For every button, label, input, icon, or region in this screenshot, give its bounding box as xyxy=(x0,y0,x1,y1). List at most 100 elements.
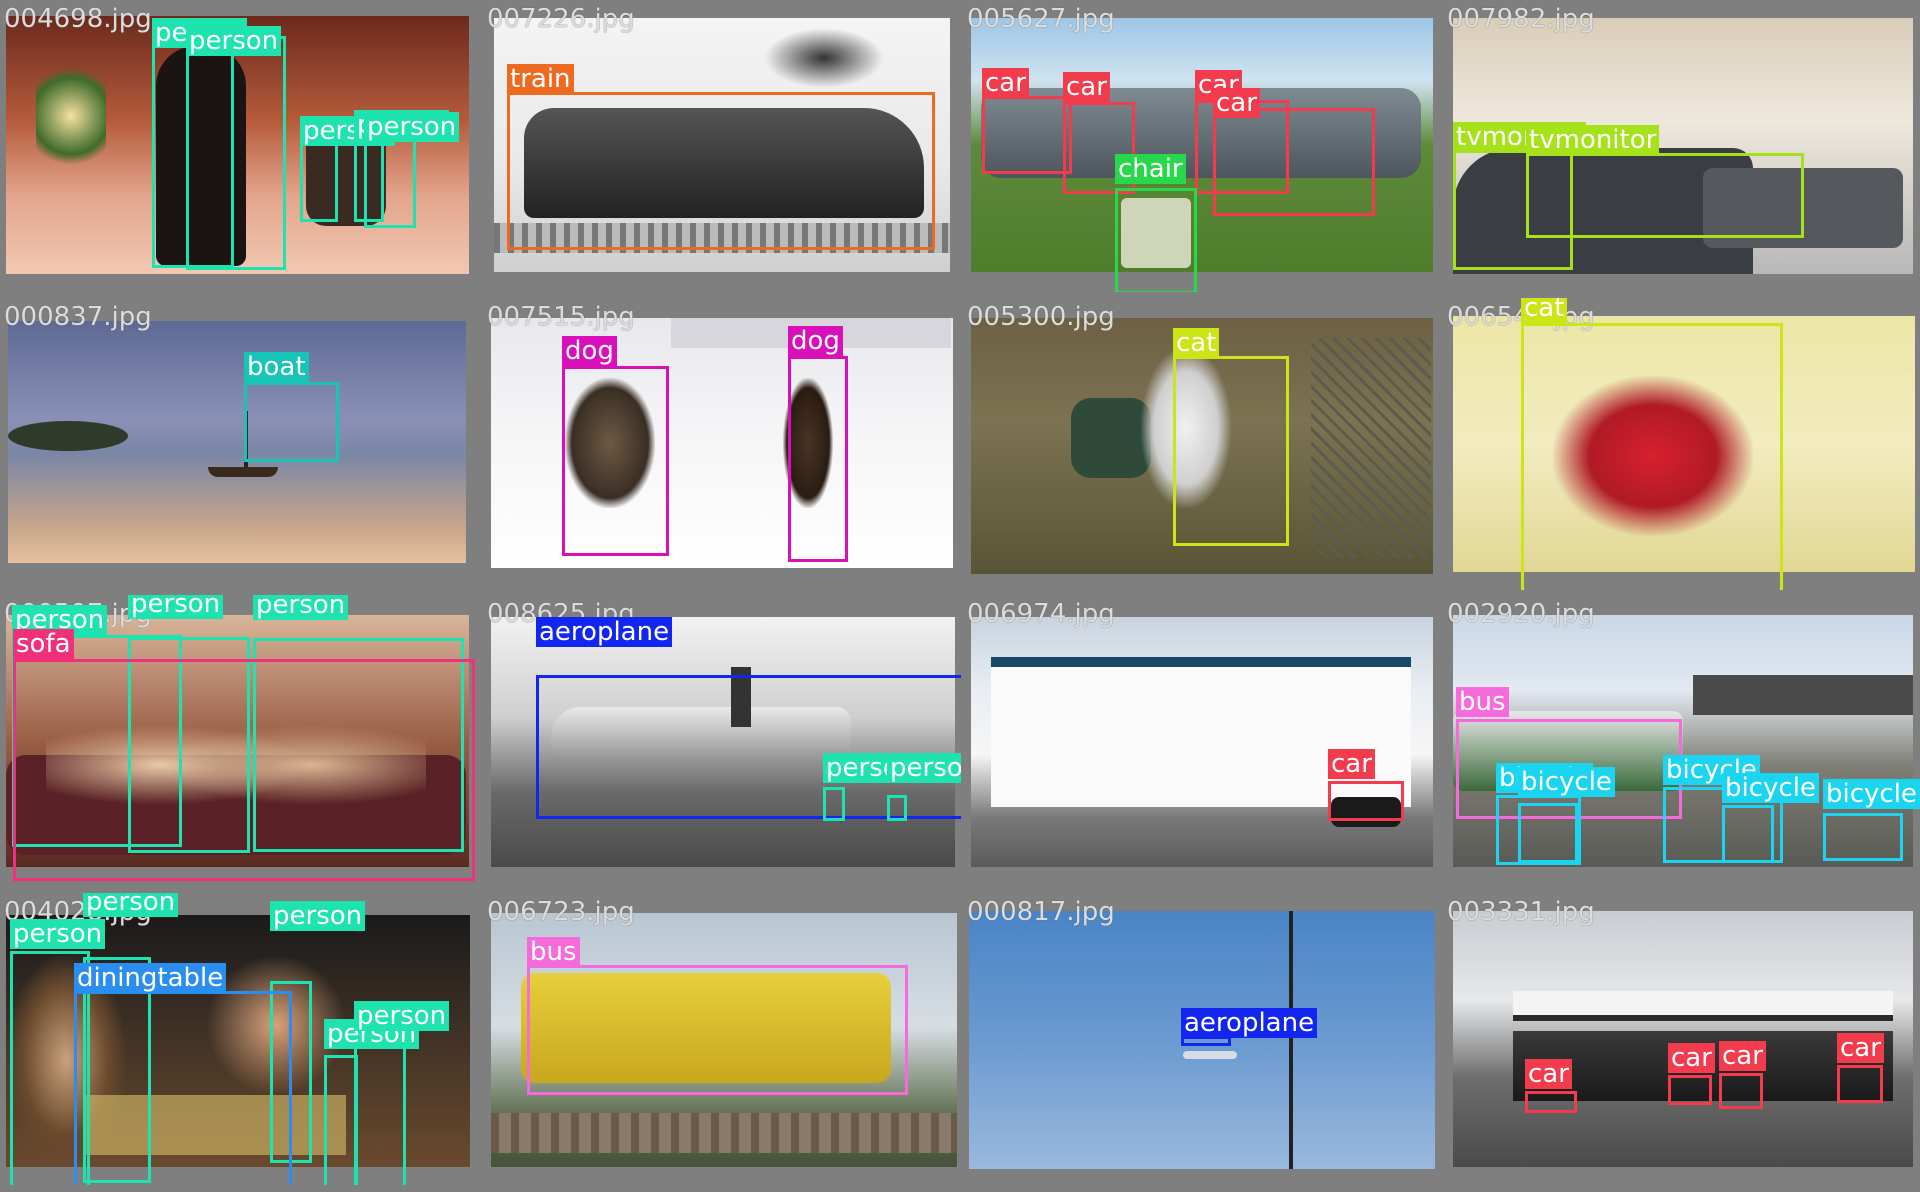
bus-shape xyxy=(521,973,891,1083)
chair-shape xyxy=(1121,198,1191,268)
filename-label: 003331.jpg xyxy=(1447,897,1595,927)
diner-shape xyxy=(206,955,346,1095)
bounding-box xyxy=(1525,1091,1577,1113)
class-label: person xyxy=(887,753,961,783)
bounding-box xyxy=(354,1037,406,1185)
image-tile: 005627.jpg car car car car chair xyxy=(963,0,1441,292)
class-label: person xyxy=(270,901,366,931)
image-tile: 007515.jpg dog dog xyxy=(483,298,961,590)
class-label: person xyxy=(186,26,282,56)
image-tile: 000837.jpg boat xyxy=(0,298,478,590)
class-label: person xyxy=(354,1001,450,1031)
bounding-box xyxy=(1521,323,1783,590)
cat-shape xyxy=(1141,348,1231,508)
bucket-shape xyxy=(1071,398,1151,478)
class-label: train xyxy=(507,64,574,94)
island-shape xyxy=(8,421,128,451)
rails-shape xyxy=(491,1113,957,1153)
scene-photo xyxy=(971,318,1433,574)
filename-label: 000817.jpg xyxy=(967,897,1115,927)
bounding-box xyxy=(982,96,1072,174)
class-label: bicycle xyxy=(1518,767,1615,797)
filename-label: 007226.jpg xyxy=(487,4,635,34)
plane-shape xyxy=(1183,1051,1237,1059)
class-label: bicycle xyxy=(1823,779,1920,809)
scene-photo xyxy=(6,615,469,867)
scene-photo xyxy=(491,318,953,568)
class-label: bus xyxy=(1456,687,1509,717)
bounding-box xyxy=(324,1055,358,1185)
people-shape xyxy=(46,695,426,835)
image-tile: 003331.jpg car car car car xyxy=(1443,893,1920,1185)
filename-label: 007982.jpg xyxy=(1447,4,1595,34)
table-shape xyxy=(86,1095,346,1155)
canopy-shape xyxy=(1513,991,1893,1021)
bounding-box xyxy=(1719,1073,1763,1109)
class-label: dog xyxy=(788,326,843,356)
class-label: person xyxy=(128,595,224,619)
scene-photo xyxy=(1453,615,1913,867)
class-label: car xyxy=(1837,1033,1884,1063)
class-label: cat xyxy=(1173,328,1220,358)
class-label: car xyxy=(982,68,1029,98)
image-tile: 005300.jpg cat xyxy=(963,298,1441,590)
sweater-cat-shape xyxy=(1553,376,1753,536)
bounding-box xyxy=(1837,1065,1883,1103)
class-label: person xyxy=(364,112,460,142)
class-label: dog xyxy=(562,336,617,366)
bounding-box xyxy=(823,787,845,821)
class-label: chair xyxy=(1115,154,1186,184)
fence-shape xyxy=(1311,338,1431,558)
bounding-box xyxy=(74,991,292,1185)
class-label: car xyxy=(1063,72,1110,102)
class-label: person xyxy=(253,595,349,620)
image-tile: 008625.jpgaeroplanepersonperson xyxy=(483,595,961,887)
class-label: aeroplane xyxy=(536,617,673,647)
image-tile: 000817.jpg aeroplane xyxy=(963,893,1441,1185)
class-label: car xyxy=(1213,88,1260,118)
bounding-box xyxy=(1518,803,1578,863)
bounding-box xyxy=(1115,188,1197,292)
bounding-box xyxy=(1668,1075,1712,1105)
dog-shape xyxy=(565,378,655,508)
scene-photo xyxy=(1453,316,1915,572)
filename-label: 002920.jpg xyxy=(1447,599,1595,629)
class-label: person xyxy=(83,893,179,917)
class-label: boat xyxy=(244,352,309,382)
bounding-box xyxy=(788,356,848,562)
locomotive-shape xyxy=(524,108,924,218)
bounding-box xyxy=(1213,108,1375,216)
class-label: diningtable xyxy=(74,963,227,993)
filename-label: 006548.jpg xyxy=(1447,302,1595,332)
image-tile: 007226.jpg train xyxy=(483,0,961,292)
tree-shape xyxy=(36,56,106,176)
bounding-box xyxy=(1823,813,1903,861)
filename-label: 000837.jpg xyxy=(4,302,152,332)
class-label: bicycle xyxy=(1722,773,1819,803)
filename-label: 005300.jpg xyxy=(967,302,1115,332)
sign-shape xyxy=(1693,675,1913,715)
bounding-box xyxy=(244,382,339,462)
class-label: car xyxy=(1328,749,1375,779)
car-shape xyxy=(1331,797,1401,827)
class-label: aeroplane xyxy=(1181,1008,1318,1038)
bounding-box xyxy=(253,638,464,852)
filename-label: 007515.jpg xyxy=(487,302,635,332)
class-label: sofa xyxy=(13,629,74,659)
bounding-box xyxy=(1722,805,1774,863)
smoke-shape xyxy=(764,28,884,88)
class-label: cat xyxy=(1521,298,1568,323)
class-label: car xyxy=(1525,1059,1572,1089)
filename-label: 006723.jpg xyxy=(487,897,635,927)
bounding-box xyxy=(507,92,935,250)
filename-label: 006974.jpg xyxy=(967,599,1115,629)
scene-photo xyxy=(971,18,1433,272)
class-label: bus xyxy=(527,937,580,967)
scene-photo xyxy=(491,617,955,867)
image-tile: 006974.jpg car xyxy=(963,595,1441,887)
filename-label: 005627.jpg xyxy=(967,4,1115,34)
scene-photo xyxy=(969,911,1435,1169)
scene-photo xyxy=(491,913,957,1167)
